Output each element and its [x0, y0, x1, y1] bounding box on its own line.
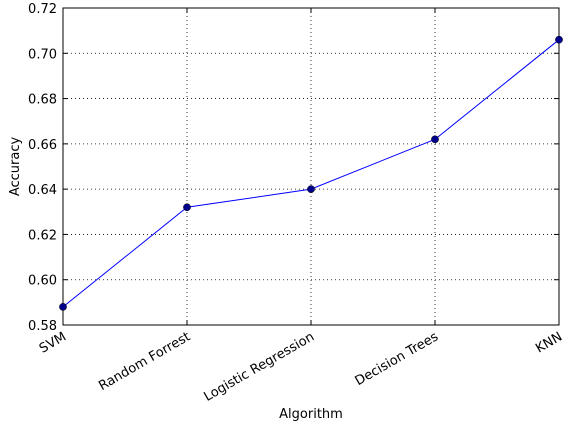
series-line — [62, 39, 560, 308]
y-tick-label: 0.68 — [28, 93, 57, 108]
data-point — [431, 135, 439, 144]
y-tick-label: 0.64 — [28, 183, 57, 198]
x-tick-label: Decision Trees — [353, 329, 442, 389]
data-point — [59, 303, 67, 311]
y-tick-label: 0.60 — [28, 274, 57, 289]
y-tick-label: 0.62 — [28, 228, 57, 243]
y-tick-label: 0.70 — [28, 47, 57, 62]
y-tick-label: 0.72 — [28, 2, 57, 17]
y-tick-label: 0.58 — [28, 319, 57, 334]
y-axis-label: Accuracy — [8, 137, 23, 197]
y-tick-label: 0.66 — [28, 138, 57, 153]
x-tick-label: Logistic Regression — [202, 329, 317, 404]
series-layer — [59, 35, 563, 311]
data-point — [183, 203, 191, 212]
data-point — [307, 185, 315, 193]
x-tick-label: Random Forrest — [96, 329, 193, 393]
tick-layer — [62, 7, 560, 326]
grid-layer — [63, 8, 559, 325]
x-tick-label: KNN — [533, 329, 565, 356]
plot-frame — [62, 7, 560, 326]
data-point — [555, 35, 563, 44]
x-axis-label: Algorithm — [279, 407, 343, 422]
